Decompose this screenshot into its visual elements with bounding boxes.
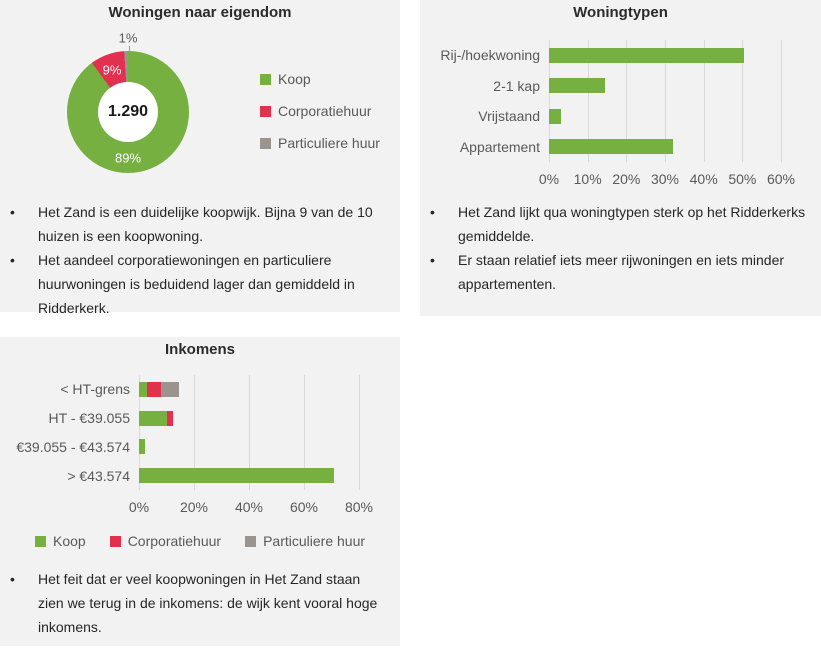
axis-tick-label: 50% <box>728 171 757 187</box>
bullet-list-inkomens: Het feit dat er veel koopwoningen in Het… <box>0 567 400 639</box>
donut-label-corporatiehuur: 9% <box>102 62 122 78</box>
axis-tick-label: 10% <box>573 171 602 187</box>
bar-row <box>139 439 359 455</box>
legend-item-label: Koop <box>52 533 86 549</box>
bar <box>549 108 561 124</box>
gridline <box>359 375 360 490</box>
gridline <box>249 375 250 490</box>
legend-item-label: Koop <box>278 71 311 87</box>
bullet-item: Het Zand is een duidelijke koopwijk. Bij… <box>0 200 400 248</box>
donut-legend: Koop Corporatiehuur Particuliere huur <box>260 63 380 159</box>
category-label: > €43.574 <box>67 467 130 484</box>
donut-label-koop: 89% <box>114 150 142 166</box>
panel-inkomens: Inkomens 0% 20% 40% 60% 80% < HT-grens HT - €3… <box>0 337 400 646</box>
category-label: Appartement <box>459 138 540 155</box>
bar-row <box>549 47 781 63</box>
bullet-item: Het Zand lijkt qua woningtypen sterk op … <box>420 200 821 248</box>
legend-swatch-icon <box>245 535 257 547</box>
legend-swatch-icon <box>260 105 271 117</box>
legend-item-label: Particuliere huur <box>278 135 380 151</box>
bar-row <box>549 139 781 155</box>
gridline <box>781 40 782 162</box>
legend-item-label: Corporatiehuur <box>127 533 222 549</box>
panel-woningen-naar-eigendom: Woningen naar eigendom 1% 9% 89% 1.290 K… <box>0 0 400 316</box>
gridline <box>587 40 589 162</box>
axis-tick-label: 20% <box>612 171 641 187</box>
bar-segment-koop <box>139 381 148 397</box>
donut-chart: 1% 9% 89% 1.290 <box>67 31 189 173</box>
axis-tick-label: 80% <box>344 499 374 515</box>
panel-woningtypen: Woningtypen 0% 10% 20% 30% 40% 50% 60% Rij-/hoe… <box>420 0 821 316</box>
bar-segment-koop <box>139 468 335 484</box>
gridline <box>742 40 744 162</box>
legend-item-label: Particuliere huur <box>263 533 366 549</box>
bar <box>549 47 745 63</box>
bullet-item: Er staan relatief iets meer rijwoningen … <box>420 248 821 296</box>
legend-item: Koop <box>260 63 380 95</box>
donut-label-particuliere-huur: 1% <box>118 30 138 46</box>
stacked-bar-chart-title: Inkomens <box>164 341 236 358</box>
legend-swatch-icon <box>260 137 271 149</box>
gridline <box>304 375 305 490</box>
donut-hole: 1.290 <box>98 82 158 142</box>
axis-tick-label: 60% <box>766 171 796 187</box>
axis-tick-label: 0% <box>128 499 150 515</box>
bar-segment-corporatiehuur <box>166 410 174 426</box>
gridline <box>665 40 666 162</box>
bar-row <box>139 468 359 484</box>
axis-tick-label: 30% <box>650 171 680 187</box>
axis-tick-label: 40% <box>234 499 264 515</box>
donut-center-value: 1.290 <box>107 103 149 120</box>
legend-item: Particuliere huur <box>260 127 380 159</box>
bar-segment-particuliere-huur <box>161 381 179 397</box>
axis-tick-label: 60% <box>289 499 319 515</box>
bar-segment-koop <box>139 439 145 455</box>
axis-tick-label: 40% <box>689 171 718 187</box>
axis-tick-label: 20% <box>179 499 209 515</box>
legend-item: Koop <box>34 533 86 549</box>
inkomens-plot-area <box>139 375 360 490</box>
woningtypen-plot-area <box>549 40 782 162</box>
gridline <box>139 375 140 490</box>
legend-swatch-icon <box>260 73 271 85</box>
bar-row <box>549 108 781 124</box>
inkomens-legend: Koop Corporatiehuur Particuliere huur <box>0 533 400 549</box>
category-label: < HT-grens <box>60 381 130 398</box>
legend-swatch-icon <box>34 535 46 547</box>
bar <box>549 78 606 94</box>
category-label: Rij-/hoekwoning <box>440 47 540 64</box>
category-label: Vrijstaand <box>478 108 540 125</box>
bar-row <box>139 410 359 426</box>
bar-row <box>549 78 781 94</box>
gridline <box>626 40 628 162</box>
category-label: 2-1 kap <box>493 77 540 94</box>
bullet-list-eigendom: Het Zand is een duidelijke koopwijk. Bij… <box>0 200 400 320</box>
donut-chart-title: Woningen naar eigendom <box>108 4 292 21</box>
legend-item: Corporatiehuur <box>109 533 222 549</box>
gridline <box>194 375 195 490</box>
legend-swatch-icon <box>109 535 121 547</box>
legend-item: Particuliere huur <box>245 533 365 549</box>
axis-tick-label: 0% <box>538 171 560 187</box>
legend-item-label: Corporatiehuur <box>278 103 372 119</box>
category-label: €39.055 - €43.574 <box>16 438 130 455</box>
gridline <box>703 40 705 162</box>
gridline <box>549 40 550 162</box>
bar <box>549 139 673 155</box>
donut-leader-line <box>129 46 130 56</box>
bullet-item: Het aandeel corporatiewoningen en partic… <box>0 248 400 320</box>
category-label: HT - €39.055 <box>48 410 130 427</box>
bullet-item: Het feit dat er veel koopwoningen in Het… <box>0 567 400 639</box>
bar-chart-title: Woningtypen <box>573 4 668 21</box>
bullet-list-woningtypen: Het Zand lijkt qua woningtypen sterk op … <box>420 200 821 296</box>
bar-row <box>139 381 359 397</box>
bar-segment-koop <box>139 410 167 426</box>
legend-item: Corporatiehuur <box>260 95 380 127</box>
bar-segment-corporatiehuur <box>147 381 161 397</box>
